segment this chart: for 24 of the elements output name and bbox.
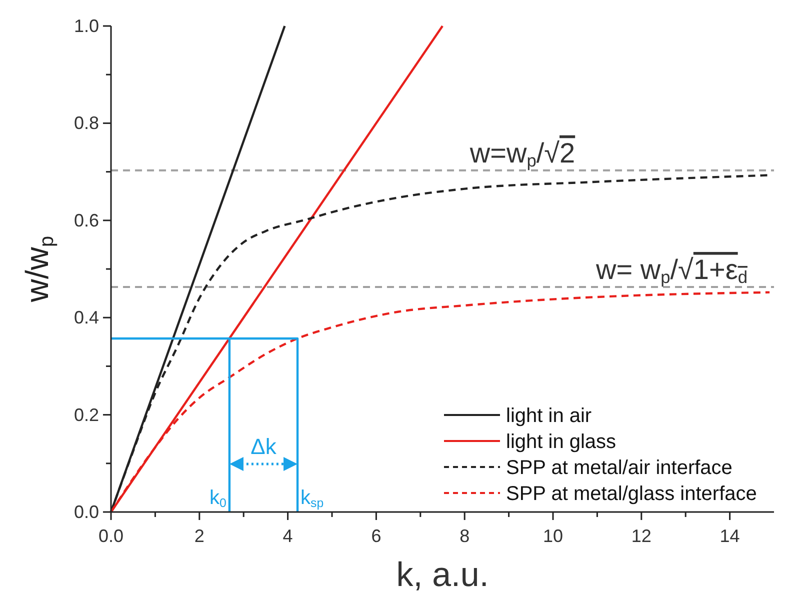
y-tick-label: 0.4 — [74, 308, 99, 328]
y-tick-label: 0.6 — [74, 210, 99, 230]
x-tick-label: 14 — [720, 526, 740, 546]
legend-label: SPP at metal/glass interface — [506, 483, 757, 505]
x-tick-label: 6 — [371, 526, 382, 546]
y-tick-label: 0.0 — [74, 502, 99, 522]
x-tick-label: 12 — [631, 526, 652, 546]
x-tick-label: 2 — [194, 526, 204, 546]
annotation: k$_{sp}$ — [300, 487, 324, 510]
y-tick-label: 0.8 — [74, 113, 99, 134]
legend-label: SPP at metal/air interface — [506, 457, 732, 479]
ref-line-label: w= w$_{p}$/√1+ε$_{d}$ — [595, 254, 748, 288]
y-tick-label: 1.0 — [74, 16, 99, 36]
y-tick-label: 0.2 — [74, 404, 99, 425]
x-tick-label: 8 — [460, 526, 470, 546]
x-tick-label: 0.0 — [98, 526, 124, 546]
ref-line-label: w=w$_{p}$/√2 — [468, 137, 576, 171]
x-tick-label: 10 — [542, 526, 564, 546]
annotation: Δk — [250, 434, 278, 459]
annotation: k$_{0}$ — [210, 487, 227, 510]
x-axis-title: k, a.u. — [396, 556, 489, 594]
legend-label: light in glass — [506, 431, 616, 453]
x-tick-label: 4 — [282, 526, 293, 546]
legend-label: light in air — [506, 405, 592, 427]
